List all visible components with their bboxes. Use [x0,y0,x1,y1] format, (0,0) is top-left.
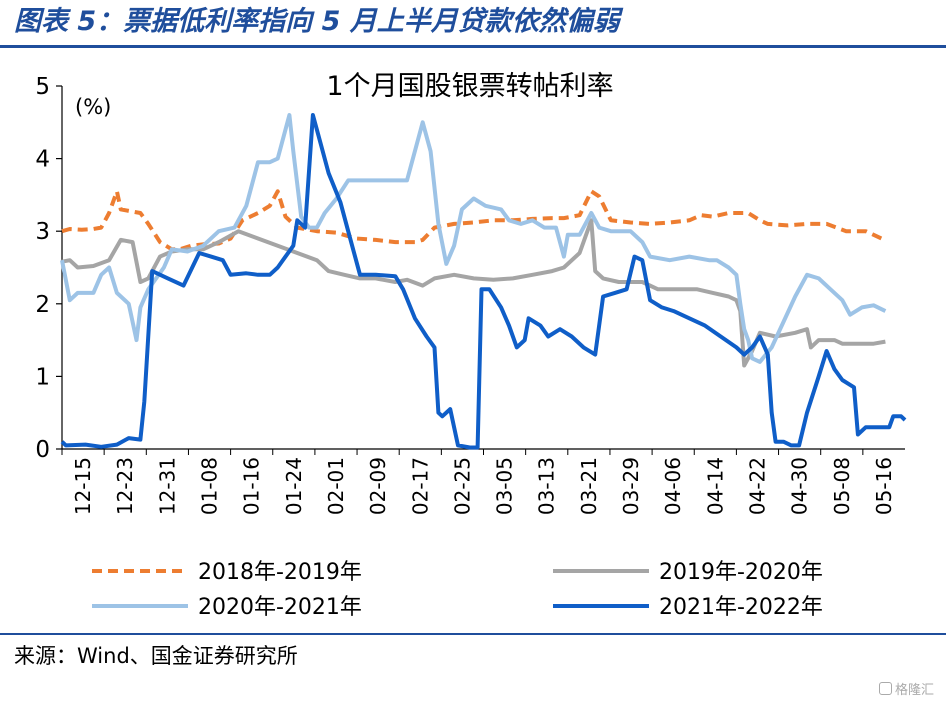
x-tick-label: 12-15 [71,457,95,515]
plot-area [60,113,907,450]
series-line-1 [61,189,883,252]
x-tick-label: 04-30 [788,457,812,515]
watermark: 格隆汇 [878,679,934,698]
chart-title: 1个月国股银票转帖利率 [326,71,613,102]
x-tick-label: 02-17 [408,457,432,515]
x-tick-label: 05-08 [830,457,854,515]
chart: 0 1 2 3 4 5 12-15 12-23 12-31 01-08 01-16 01-24 02-… [35,71,907,620]
legend: 2018年-2019年 2019年-2020年 2020年-2021年 2021年-2… [92,560,823,620]
x-tick-label: 04-06 [661,457,685,515]
x-tick-label: 03-21 [577,457,601,515]
series-line-4 [60,113,907,450]
x-tick-label: 04-14 [703,457,727,515]
legend-label-1: 2018年-2019年 [198,560,362,585]
x-axis: 12-15 12-23 12-31 01-08 01-16 01-24 02-01 02-09… [61,448,905,515]
x-tick-label: 12-23 [113,457,137,515]
x-tick-label: 02-25 [450,457,474,515]
x-tick-label: 01-24 [282,457,306,515]
y-tick-label: 1 [35,364,50,390]
y-axis-unit: (%) [75,95,111,119]
x-tick-label: 01-08 [198,457,222,515]
y-tick-label: 3 [35,219,50,245]
watermark-text: 格隆汇 [894,683,934,698]
y-tick-label: 0 [35,437,50,463]
x-tick-label: 03-05 [493,457,517,515]
figure-title: 图表 5：票据低利率指向 5 月上半月贷款依然偏弱 [14,6,620,37]
y-axis: 0 1 2 3 4 5 [35,74,63,463]
bottom-rule [0,633,946,635]
x-tick-label: 03-29 [619,457,643,515]
x-tick-label: 02-09 [366,457,390,515]
x-tick-label: 02-01 [324,457,348,515]
legend-label-2: 2019年-2020年 [659,560,823,585]
watermark-logo-icon [878,682,892,695]
x-tick-label: 04-22 [745,457,769,515]
x-tick-label: 12-31 [155,457,179,515]
legend-label-3: 2020年-2021年 [198,595,362,620]
x-tick-label: 05-16 [872,457,896,515]
series-line-3 [60,113,887,364]
y-tick-label: 2 [35,292,50,318]
source-note: 来源：Wind、国金证券研究所 [14,644,298,668]
x-tick-label: 03-13 [535,457,559,515]
title-rule [0,45,946,48]
x-tick-label: 01-16 [240,457,264,515]
y-tick-label: 4 [35,147,50,173]
legend-label-4: 2021年-2022年 [659,595,823,620]
y-tick-label: 5 [35,74,50,100]
